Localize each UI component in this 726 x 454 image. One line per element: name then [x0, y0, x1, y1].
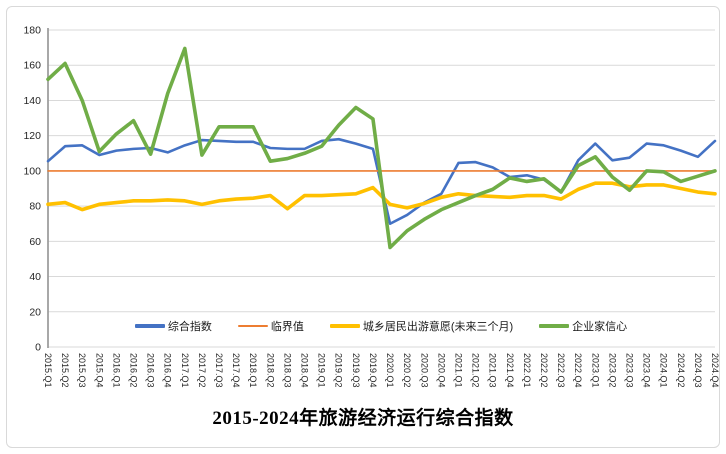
x-tick-label: 2022.Q3 — [556, 353, 566, 388]
x-tick-label: 2021.Q2 — [471, 353, 481, 388]
legend-item-critical-value: 临界值 — [237, 318, 304, 334]
x-tick-label: 2023.Q4 — [642, 353, 652, 388]
legend-swatch-entrepreneur-confidence — [539, 323, 570, 329]
x-tick-label: 2022.Q4 — [573, 353, 583, 388]
x-tick-label: 2016.Q4 — [163, 353, 173, 388]
x-tick-label: 2020.Q3 — [419, 353, 429, 388]
x-tick-label: 2019.Q2 — [334, 353, 344, 388]
series-line-entrepreneur-confidence — [46, 46, 717, 250]
x-tick-label: 2015.Q2 — [60, 353, 70, 388]
x-tick-label: 2015.Q4 — [94, 353, 104, 388]
x-tick-label: 2018.Q4 — [300, 353, 310, 388]
x-tick-label: 2018.Q3 — [282, 353, 292, 388]
x-tick-label: 2023.Q1 — [590, 353, 600, 388]
x-tick-label: 2017.Q1 — [180, 353, 190, 388]
y-tick-label: 180 — [23, 25, 41, 37]
x-tick-label: 2022.Q1 — [522, 353, 532, 388]
x-tick-label: 2019.Q3 — [351, 353, 361, 388]
x-tick-label: 2016.Q1 — [111, 353, 121, 388]
y-tick-label: 20 — [29, 306, 41, 318]
x-tick-label: 2019.Q1 — [317, 353, 327, 388]
x-tick-label: 2017.Q4 — [231, 353, 241, 388]
x-tick-label: 2015.Q1 — [43, 353, 53, 388]
legend-item-composite-index: 综合指数 — [134, 318, 212, 334]
x-tick-label: 2018.Q2 — [265, 353, 275, 388]
x-tick-label: 2024.Q3 — [693, 353, 703, 388]
legend-label: 临界值 — [270, 321, 304, 333]
x-tick-label: 2020.Q4 — [436, 353, 446, 388]
x-tick-label: 2021.Q1 — [453, 353, 463, 388]
chart-title: 2015-2024年旅游经济运行综合指数 — [212, 408, 514, 429]
y-tick-label: 120 — [23, 130, 41, 142]
x-tick-label: 2016.Q3 — [146, 353, 156, 388]
x-tick-label: 2024.Q2 — [676, 353, 686, 388]
y-tick-label: 60 — [29, 236, 41, 248]
legend-label: 城乡居民出游意愿(未来三个月) — [362, 321, 514, 333]
x-tick-label: 2024.Q4 — [710, 353, 720, 388]
x-tick-label: 2017.Q3 — [214, 353, 224, 388]
x-tick-label: 2018.Q1 — [248, 353, 258, 388]
y-tick-label: 160 — [23, 60, 41, 72]
x-tick-label: 2016.Q2 — [129, 353, 139, 388]
y-tick-label: 80 — [29, 201, 41, 213]
x-tick-label: 2021.Q3 — [488, 353, 498, 388]
chart-legend: 综合指数 临界值 城乡居民出游意愿(未来三个月) 企业家信心 — [48, 315, 714, 337]
legend-swatch-travel-willingness — [329, 323, 360, 329]
legend-swatch-critical-value — [237, 324, 268, 328]
y-tick-label: 140 — [23, 95, 41, 107]
x-tick-label: 2023.Q2 — [607, 353, 617, 388]
y-tick-label: 100 — [23, 165, 41, 177]
x-tick-label: 2024.Q1 — [659, 353, 669, 388]
legend-label: 综合指数 — [167, 321, 212, 333]
y-tick-label: 0 — [35, 342, 41, 354]
y-tick-label: 40 — [29, 271, 41, 283]
legend-swatch-composite-index — [134, 324, 165, 328]
x-tick-label: 2020.Q1 — [385, 353, 395, 388]
x-tick-label: 2017.Q2 — [197, 353, 207, 388]
legend-label: 企业家信心 — [572, 321, 628, 333]
legend-item-travel-willingness: 城乡居民出游意愿(未来三个月) — [329, 318, 514, 334]
x-tick-label: 2023.Q3 — [624, 353, 634, 388]
x-tick-label: 2015.Q3 — [77, 353, 87, 388]
x-tick-label: 2021.Q4 — [505, 353, 515, 388]
x-tick-label: 2022.Q2 — [539, 353, 549, 388]
x-tick-label: 2020.Q2 — [402, 353, 412, 388]
x-tick-label: 2019.Q4 — [368, 353, 378, 388]
legend-item-entrepreneur-confidence: 企业家信心 — [539, 318, 627, 334]
